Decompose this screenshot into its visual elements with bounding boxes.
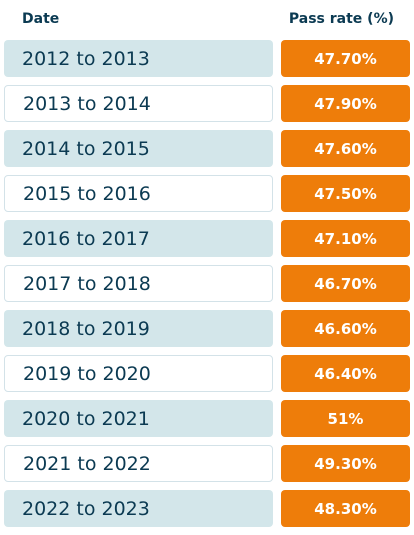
pass-rate-cell: 47.70% (281, 40, 410, 77)
table-row: 2020 to 2021 51% (0, 400, 414, 437)
table-row: 2015 to 2016 47.50% (0, 175, 414, 212)
date-cell: 2014 to 2015 (4, 130, 273, 167)
pass-rate-cell: 48.30% (281, 490, 410, 527)
date-cell: 2021 to 2022 (4, 445, 273, 482)
pass-rate-cell: 47.50% (281, 175, 410, 212)
pass-rate-column-header: Pass rate (%) (288, 11, 394, 27)
pass-rate-cell: 49.30% (281, 445, 410, 482)
date-cell: 2020 to 2021 (4, 400, 273, 437)
pass-rate-cell: 47.60% (281, 130, 410, 167)
table-row: 2016 to 2017 47.10% (0, 220, 414, 257)
pass-rate-cell: 46.40% (281, 355, 410, 392)
date-cell: 2022 to 2023 (4, 490, 273, 527)
table-row: 2013 to 2014 47.90% (0, 85, 414, 122)
pass-rate-cell: 46.70% (281, 265, 410, 302)
date-column-header: Date (22, 11, 60, 27)
table-row: 2018 to 2019 46.60% (0, 310, 414, 347)
date-cell: 2013 to 2014 (4, 85, 273, 122)
table-row: 2014 to 2015 47.60% (0, 130, 414, 167)
date-cell: 2018 to 2019 (4, 310, 273, 347)
table-row: 2021 to 2022 49.30% (0, 445, 414, 482)
table-row: 2017 to 2018 46.70% (0, 265, 414, 302)
table-row: 2012 to 2013 47.70% (0, 40, 414, 77)
date-cell: 2012 to 2013 (4, 40, 273, 77)
table-header: Date Pass rate (%) (0, 0, 414, 40)
date-cell: 2019 to 2020 (4, 355, 273, 392)
table-body: 2012 to 2013 47.70% 2013 to 2014 47.90% 2014… (0, 40, 414, 535)
pass-rate-cell: 51% (281, 400, 410, 437)
date-cell: 2015 to 2016 (4, 175, 273, 212)
pass-rate-cell: 47.90% (281, 85, 410, 122)
table-row: 2019 to 2020 46.40% (0, 355, 414, 392)
date-cell: 2017 to 2018 (4, 265, 273, 302)
pass-rate-cell: 47.10% (281, 220, 410, 257)
pass-rate-cell: 46.60% (281, 310, 410, 347)
table-row: 2022 to 2023 48.30% (0, 490, 414, 527)
date-cell: 2016 to 2017 (4, 220, 273, 257)
